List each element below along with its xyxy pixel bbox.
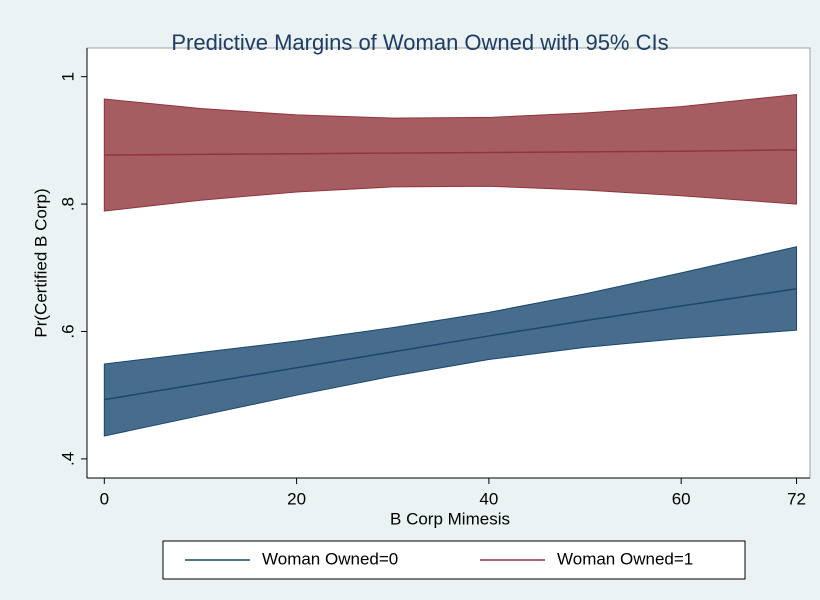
y-tick-label: .4	[58, 452, 77, 466]
legend-label: Woman Owned=0	[262, 549, 398, 568]
ci-band	[103, 246, 798, 437]
y-tick-label: .6	[58, 324, 77, 338]
chart-title: Predictive Margins of Woman Owned with 9…	[171, 30, 668, 55]
x-tick-label: 40	[479, 489, 498, 508]
x-tick-label: 20	[287, 489, 306, 508]
y-tick-label: 1	[58, 72, 77, 81]
x-axis-label: B Corp Mimesis	[390, 509, 510, 528]
y-axis-label: Pr(Certified B Corp)	[31, 188, 50, 337]
x-tick-label: 0	[100, 489, 109, 508]
y-tick-label: .8	[58, 197, 77, 211]
x-tick-label: 60	[672, 489, 691, 508]
line	[104, 288, 797, 401]
legend	[162, 540, 746, 580]
line	[104, 149, 797, 156]
legend-label: Woman Owned=1	[557, 549, 693, 568]
x-tick-label: 72	[787, 489, 806, 508]
